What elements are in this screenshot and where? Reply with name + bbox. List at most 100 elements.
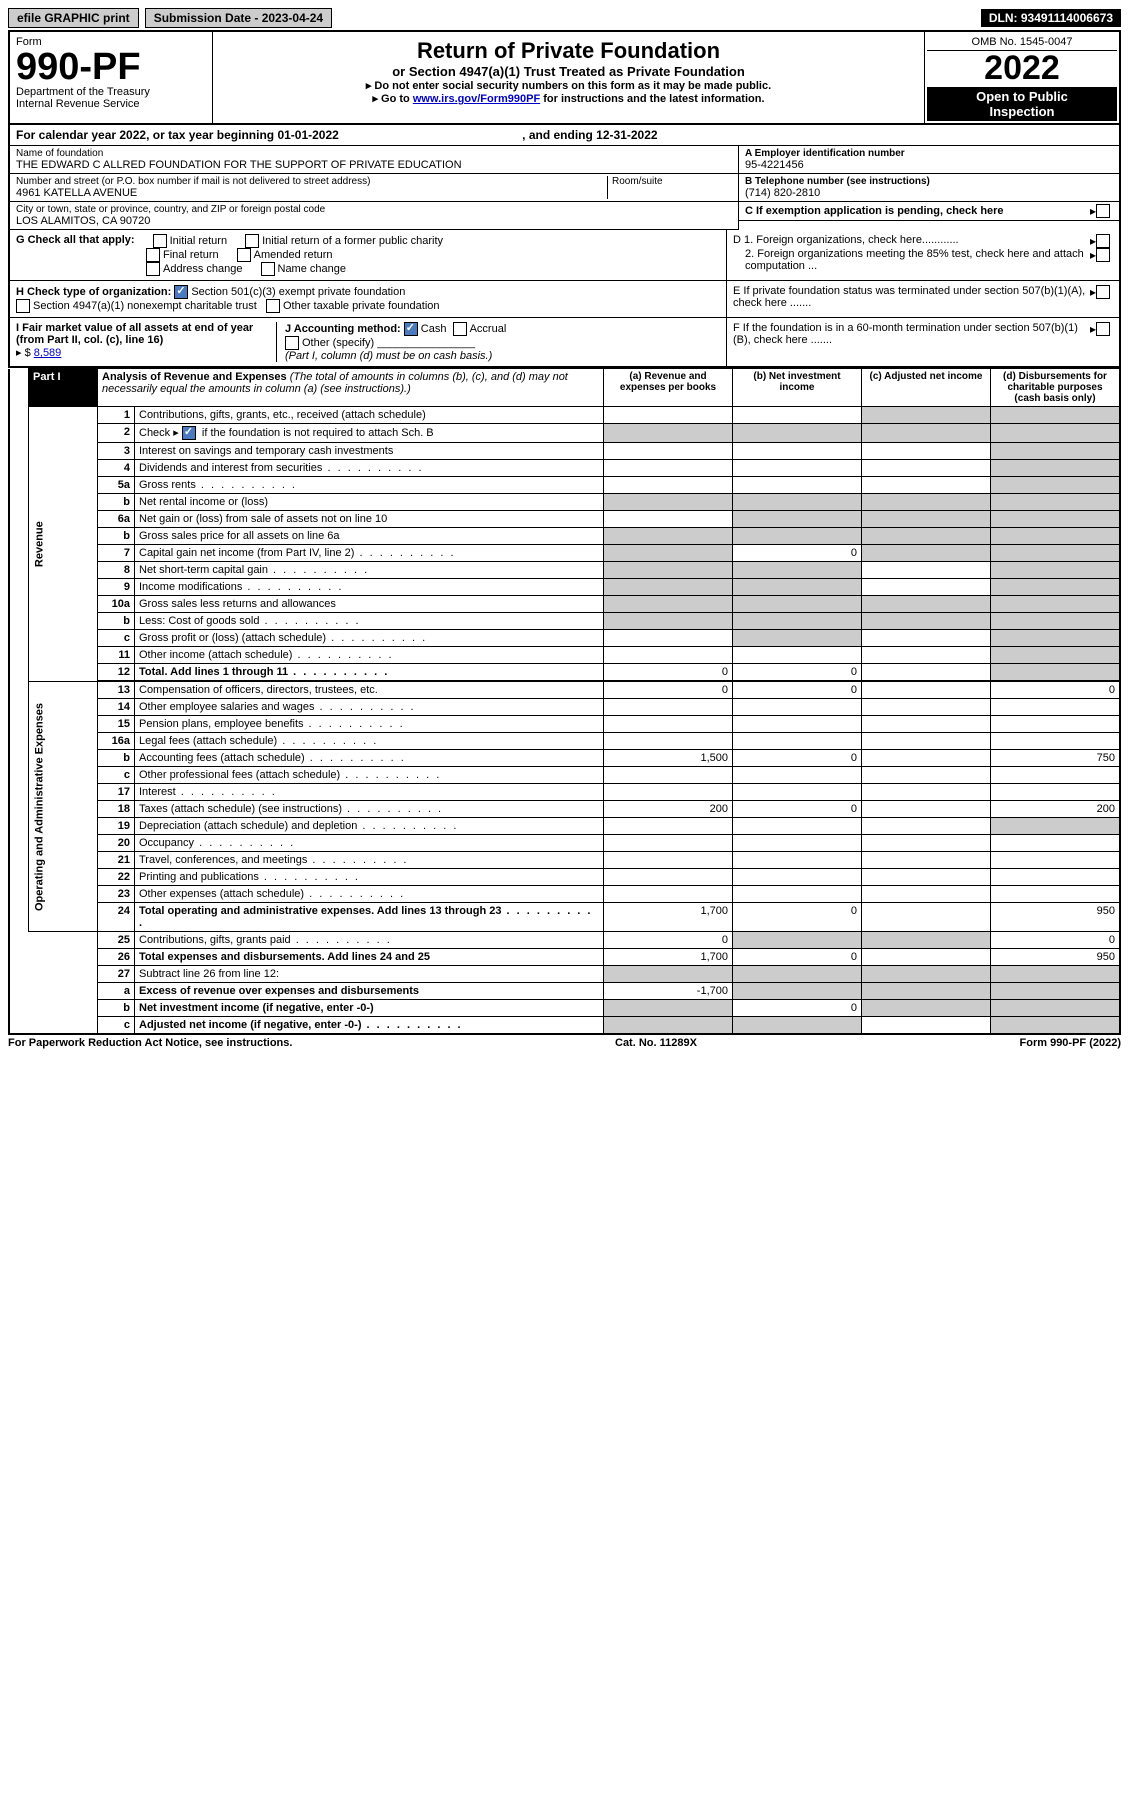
- line-24-a: 1,700: [604, 903, 733, 932]
- dept-line: Department of the Treasury: [16, 86, 206, 98]
- 501c3-checkbox[interactable]: [174, 285, 188, 299]
- line-4-desc: Dividends and interest from securities: [135, 460, 604, 477]
- line-19-desc: Depreciation (attach schedule) and deple…: [135, 818, 604, 835]
- h-row: H Check type of organization: Section 50…: [8, 281, 1121, 318]
- topbar: efile GRAPHIC print Submission Date - 20…: [8, 8, 1121, 28]
- address: 4961 KATELLA AVENUE: [16, 187, 607, 199]
- schb-checkbox[interactable]: [182, 426, 196, 440]
- line-12-a: 0: [604, 664, 733, 681]
- e-checkbox[interactable]: [1096, 285, 1110, 299]
- i-arrow: ▸ $: [16, 347, 31, 359]
- address-change-checkbox[interactable]: [146, 262, 160, 276]
- h-label: H Check type of organization:: [16, 286, 171, 298]
- line-2-desc: Check ▸ if the foundation is not require…: [135, 424, 604, 443]
- instr-1: ▸ Do not enter social security numbers o…: [221, 79, 916, 92]
- addr-label: Number and street (or P.O. box number if…: [16, 176, 607, 187]
- part1-table: Part I Analysis of Revenue and Expenses …: [8, 368, 1121, 1035]
- name-label: Name of foundation: [16, 148, 732, 159]
- 4947-checkbox[interactable]: [16, 299, 30, 313]
- d2-checkbox[interactable]: [1096, 248, 1110, 262]
- initial-former-checkbox[interactable]: [245, 234, 259, 248]
- footer-right: Form 990-PF (2022): [1020, 1037, 1121, 1049]
- line-5a-desc: Gross rents: [135, 477, 604, 494]
- line-16c-desc: Other professional fees (attach schedule…: [135, 767, 604, 784]
- open-inspection: Open to PublicInspection: [927, 87, 1117, 121]
- line-26-b: 0: [733, 949, 862, 966]
- form-number: 990-PF: [16, 48, 206, 86]
- f-checkbox[interactable]: [1096, 322, 1110, 336]
- footer-mid: Cat. No. 11289X: [292, 1037, 1019, 1049]
- col-b-header: (b) Net investment income: [733, 369, 862, 407]
- line-25-desc: Contributions, gifts, grants paid: [135, 932, 604, 949]
- instr-2: ▸ Go to www.irs.gov/Form990PF for instru…: [221, 92, 916, 105]
- i-label: I Fair market value of all assets at end…: [16, 322, 253, 346]
- amended-checkbox[interactable]: [237, 248, 251, 262]
- line-3-desc: Interest on savings and temporary cash i…: [135, 443, 604, 460]
- ein-value: 95-4221456: [745, 159, 1113, 171]
- form-subtitle: or Section 4947(a)(1) Trust Treated as P…: [221, 64, 916, 79]
- footer: For Paperwork Reduction Act Notice, see …: [8, 1037, 1121, 1049]
- g-h-row: G Check all that apply: Initial return I…: [8, 230, 1121, 281]
- line-13-d: 0: [991, 682, 1121, 699]
- revenue-vert-label: Revenue: [29, 407, 98, 682]
- ein-label: A Employer identification number: [745, 148, 1113, 159]
- dln-pill: DLN: 93491114006673: [981, 9, 1121, 27]
- tax-year: 2022: [927, 51, 1117, 85]
- form-header: Form 990-PF Department of the Treasury I…: [8, 30, 1121, 125]
- line-16b-desc: Accounting fees (attach schedule): [135, 750, 604, 767]
- final-return-checkbox[interactable]: [146, 248, 160, 262]
- line-25-a: 0: [604, 932, 733, 949]
- footer-left: For Paperwork Reduction Act Notice, see …: [8, 1037, 292, 1049]
- cash-checkbox[interactable]: [404, 322, 418, 336]
- initial-return-checkbox[interactable]: [153, 234, 167, 248]
- other-taxable-checkbox[interactable]: [266, 299, 280, 313]
- line-26-a: 1,700: [604, 949, 733, 966]
- line-17-desc: Interest: [135, 784, 604, 801]
- line-5b-desc: Net rental income or (loss): [135, 494, 604, 511]
- c-label: C If exemption application is pending, c…: [745, 205, 1090, 217]
- line-16b-b: 0: [733, 750, 862, 767]
- line-6b-desc: Gross sales price for all assets on line…: [135, 528, 604, 545]
- line-13-a: 0: [604, 682, 733, 699]
- part1-title: Analysis of Revenue and Expenses: [102, 371, 287, 383]
- city: LOS ALAMITOS, CA 90720: [16, 215, 732, 227]
- line-25-d: 0: [991, 932, 1121, 949]
- line-13-b: 0: [733, 682, 862, 699]
- line-22-desc: Printing and publications: [135, 869, 604, 886]
- line-27b-desc: Net investment income (if negative, ente…: [135, 1000, 604, 1017]
- calendar-year-line: For calendar year 2022, or tax year begi…: [8, 125, 1121, 146]
- line-10a-desc: Gross sales less returns and allowances: [135, 596, 604, 613]
- name-change-checkbox[interactable]: [261, 262, 275, 276]
- line-27a-a: -1,700: [604, 983, 733, 1000]
- line-12-b: 0: [733, 664, 862, 681]
- j-label: J Accounting method:: [285, 323, 401, 335]
- other-method-checkbox[interactable]: [285, 336, 299, 350]
- line-27b-b: 0: [733, 1000, 862, 1017]
- d1-checkbox[interactable]: [1096, 234, 1110, 248]
- line-16b-d: 750: [991, 750, 1121, 767]
- room-label: Room/suite: [612, 176, 732, 187]
- line-16b-a: 1,500: [604, 750, 733, 767]
- foundation-name: THE EDWARD C ALLRED FOUNDATION FOR THE S…: [16, 159, 732, 171]
- phone-label: B Telephone number (see instructions): [745, 176, 1113, 187]
- line-27a-desc: Excess of revenue over expenses and disb…: [135, 983, 604, 1000]
- line-23-desc: Other expenses (attach schedule): [135, 886, 604, 903]
- phone-value: (714) 820-2810: [745, 187, 1113, 199]
- city-label: City or town, state or province, country…: [16, 204, 732, 215]
- identification-block: Name of foundation THE EDWARD C ALLRED F…: [8, 146, 1121, 230]
- line-27c-desc: Adjusted net income (if negative, enter …: [135, 1017, 604, 1035]
- e-label: E If private foundation status was termi…: [733, 285, 1090, 309]
- col-a-header: (a) Revenue and expenses per books: [604, 369, 733, 407]
- line-15-desc: Pension plans, employee benefits: [135, 716, 604, 733]
- c-checkbox[interactable]: [1096, 204, 1110, 218]
- line-10c-desc: Gross profit or (loss) (attach schedule): [135, 630, 604, 647]
- line-13-desc: Compensation of officers, directors, tru…: [135, 682, 604, 699]
- accrual-checkbox[interactable]: [453, 322, 467, 336]
- instructions-link[interactable]: www.irs.gov/Form990PF: [413, 93, 540, 105]
- fmv-link[interactable]: 8,589: [34, 347, 62, 359]
- i-j-row: I Fair market value of all assets at end…: [8, 318, 1121, 368]
- efile-pill[interactable]: efile GRAPHIC print: [8, 8, 139, 28]
- submission-pill: Submission Date - 2023-04-24: [145, 8, 332, 28]
- line-8-desc: Net short-term capital gain: [135, 562, 604, 579]
- line-7-desc: Capital gain net income (from Part IV, l…: [135, 545, 604, 562]
